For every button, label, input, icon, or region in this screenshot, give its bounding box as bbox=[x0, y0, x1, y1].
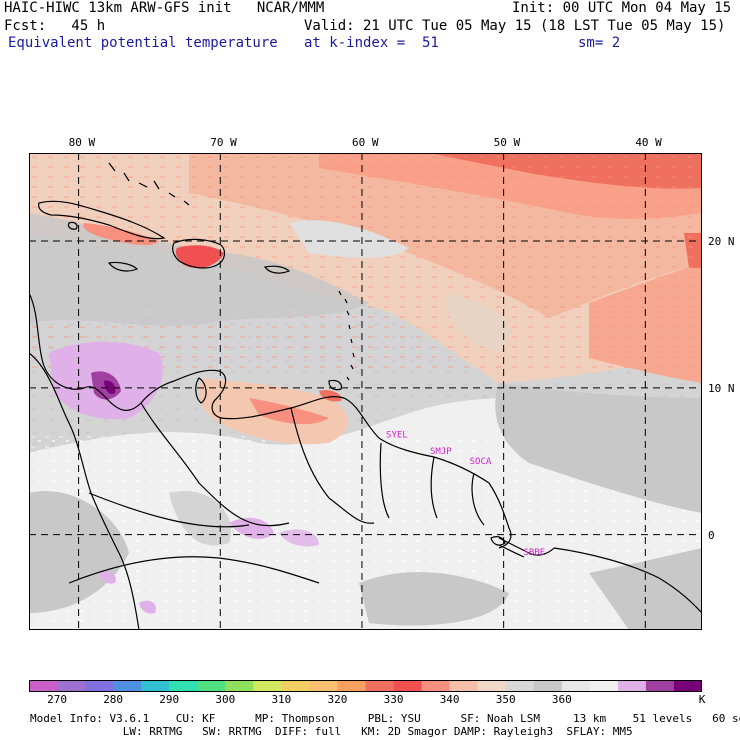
lat-lon-grid bbox=[29, 153, 702, 630]
smoothing: sm= 2 bbox=[578, 35, 621, 51]
color-bar-label: 340 bbox=[439, 693, 460, 706]
color-bar-swatch bbox=[309, 680, 338, 692]
color-bar-label: 350 bbox=[495, 693, 516, 706]
theta-e-map: SYEL SMJP SOCA SBBE bbox=[29, 153, 702, 630]
init-time: Init: 00 UTC Mon 04 May 15 bbox=[512, 0, 732, 16]
color-bar-swatch bbox=[561, 680, 591, 692]
coastlines bbox=[29, 162, 702, 630]
color-bar-label: 290 bbox=[159, 693, 180, 706]
color-bar-label: K bbox=[698, 693, 706, 706]
color-bar-swatch bbox=[533, 680, 563, 692]
color-bar-swatch bbox=[253, 680, 282, 692]
color-bar-swatch bbox=[225, 680, 254, 692]
color-bar-swatch bbox=[281, 680, 310, 692]
color-bar-swatch bbox=[505, 680, 535, 692]
model-info-line2: LW: RRTMG SW: RRTMG DIFF: full KM: 2D Sm… bbox=[30, 725, 633, 738]
color-bar-swatch bbox=[169, 680, 198, 692]
color-bar-swatch bbox=[113, 680, 142, 692]
color-bar-swatch bbox=[197, 680, 226, 692]
color-bar-label: 360 bbox=[551, 693, 572, 706]
color-bar-label: 280 bbox=[103, 693, 124, 706]
latitude-label: 0 bbox=[708, 528, 715, 542]
latitude-label: 20 N bbox=[708, 235, 735, 249]
color-bar-swatch bbox=[421, 680, 451, 692]
color-bar-swatch bbox=[85, 680, 114, 692]
station-label: SOCA bbox=[470, 457, 492, 467]
color-bar-swatch bbox=[365, 680, 395, 692]
color-bar-swatch bbox=[57, 680, 86, 692]
color-bar-label: 300 bbox=[215, 693, 236, 706]
forecast-hour: Fcst: 45 h bbox=[4, 18, 106, 34]
color-bar-swatch bbox=[337, 680, 366, 692]
map-frame bbox=[29, 153, 702, 630]
warm-area-cuba bbox=[83, 223, 159, 245]
color-bar-swatch bbox=[141, 680, 170, 692]
station-label: SBBE bbox=[523, 548, 545, 558]
station-label: SYEL bbox=[386, 431, 408, 441]
color-bar-label: 330 bbox=[383, 693, 404, 706]
longitude-label: 50 W bbox=[493, 136, 521, 149]
color-bar-swatch bbox=[645, 680, 675, 692]
color-bar-swatch bbox=[449, 680, 479, 692]
color-bar-swatch bbox=[589, 680, 619, 692]
station-label: SMJP bbox=[430, 447, 452, 457]
field-name: Equivalent potential temperature bbox=[8, 35, 278, 51]
color-bar-swatch bbox=[477, 680, 507, 692]
valid-time: Valid: 21 UTC Tue 05 May 15 (18 LST Tue … bbox=[304, 18, 726, 34]
station-labels: SYEL SMJP SOCA SBBE bbox=[386, 431, 545, 558]
longitude-label: 60 W bbox=[351, 136, 379, 149]
color-bar-swatch bbox=[29, 680, 58, 692]
longitude-label: 40 W bbox=[635, 136, 662, 149]
color-bar-label: 270 bbox=[47, 693, 67, 706]
longitude-label: 70 W bbox=[210, 136, 237, 149]
warm-area-hispaniola bbox=[175, 245, 224, 269]
level-index: at k-index = 51 bbox=[304, 35, 439, 51]
color-bar-swatch bbox=[617, 680, 647, 692]
model-info-line1: Model Info: V3.6.1 CU: KF MP: Thompson P… bbox=[30, 712, 740, 725]
color-bar-label: 320 bbox=[327, 693, 348, 706]
longitude-label: 80 W bbox=[68, 136, 96, 149]
latitude-label: 10 N bbox=[708, 381, 735, 395]
color-bar bbox=[29, 680, 702, 692]
color-bar-swatch bbox=[393, 680, 423, 692]
model-title: HAIC-HIWC 13km ARW-GFS init NCAR/MMM bbox=[4, 0, 325, 16]
color-bar-swatch bbox=[673, 680, 702, 692]
color-bar-label: 310 bbox=[271, 693, 292, 706]
